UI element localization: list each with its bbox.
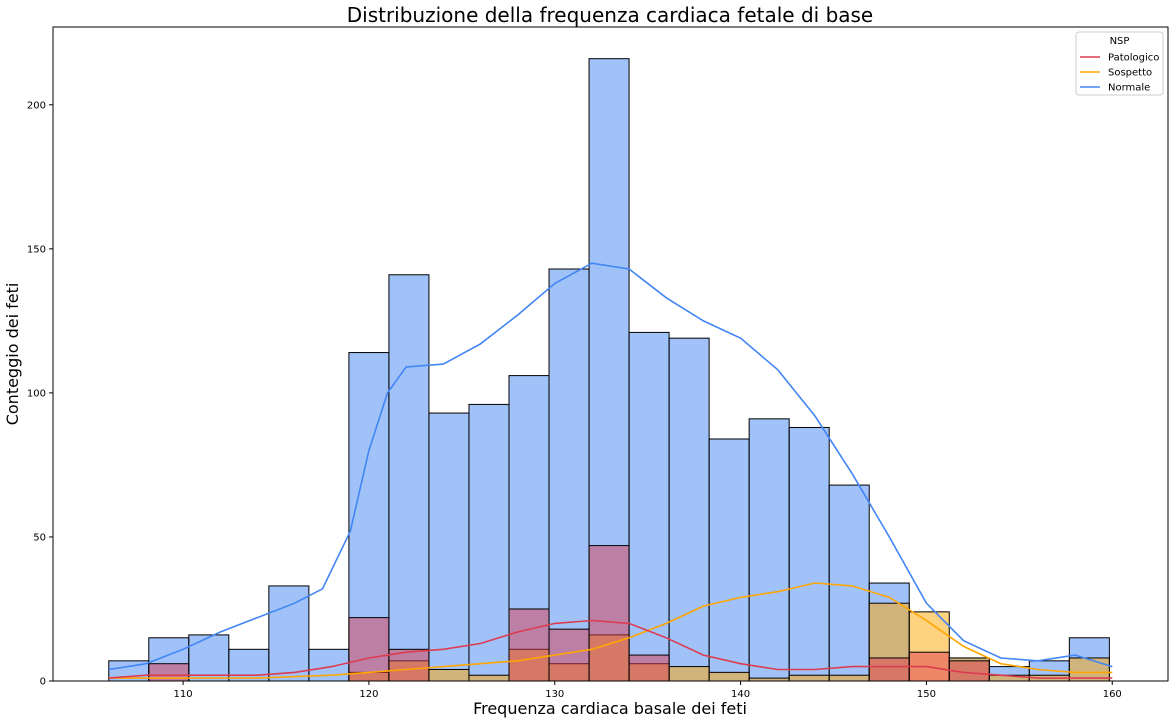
plot-area	[108, 58, 1113, 682]
bar-series-2-bin-10	[508, 608, 550, 682]
kde-line-series-2	[108, 619, 1113, 679]
y-tick-label-2: 100	[27, 388, 46, 399]
bar-series-0-bin-4	[268, 585, 310, 682]
bar-series-1-bin-14	[668, 666, 710, 682]
bar-series-1-bin-15	[708, 671, 750, 682]
bar-series-1-bin-8	[428, 668, 470, 682]
bar-series-0-bin-18	[828, 484, 870, 682]
legend-label-2: Normale	[1108, 83, 1150, 94]
bar-series-0-bin-2	[188, 634, 230, 682]
chart-title: Distribuzione della frequenza cardiaca f…	[347, 3, 874, 27]
axes: 110 120 130 140 150 160 0 50 100 150 200	[27, 26, 1169, 700]
bar-series-0-bin-15	[708, 438, 750, 682]
bar-series-0-bin-14	[668, 337, 710, 682]
bar-series-1-bin-18	[828, 674, 870, 682]
x-axis-label: Frequenza cardiaca basale dei feti	[473, 699, 747, 718]
bar-series-0-bin-13	[628, 331, 670, 682]
bar-series-0-bin-9	[468, 403, 510, 682]
bar-series-2-bin-13	[628, 654, 670, 682]
bar-series-0-bin-17	[788, 426, 830, 682]
kde-line-series-0	[108, 262, 1113, 671]
y-tick-label-3: 150	[27, 244, 46, 255]
bar-series-0-bin-16	[748, 418, 790, 682]
bar-series-1-bin-9	[468, 674, 510, 682]
x-tick-label-2: 130	[545, 689, 564, 700]
bar-series-0-bin-7	[388, 274, 430, 682]
x-tick-label-0: 110	[174, 689, 193, 700]
legend-label-1: Sospetto	[1108, 68, 1152, 79]
y-tick-label-4: 200	[27, 100, 46, 111]
y-axis-label: Conteggio dei feti	[3, 283, 22, 426]
x-tick-label-4: 150	[917, 689, 936, 700]
bar-series-0-bin-8	[428, 412, 470, 682]
legend-label-0: Patologico	[1108, 53, 1159, 64]
bar-series-1-bin-17	[788, 674, 830, 682]
legend-title: NSP	[1110, 36, 1130, 47]
bar-series-2-bin-19	[868, 657, 910, 682]
kde-line-series-1	[108, 582, 1113, 679]
bar-series-2-bin-6	[348, 617, 390, 682]
y-tick-label-1: 50	[33, 532, 46, 543]
bar-series-0-bin-3	[228, 648, 270, 682]
bar-series-0-bin-11	[548, 268, 590, 682]
x-tick-label-5: 160	[1103, 689, 1122, 700]
legend: NSP Patologico Sospetto Normale	[1075, 31, 1164, 96]
y-tick-label-0: 0	[40, 677, 46, 688]
x-tick-label-1: 120	[359, 689, 378, 700]
x-tick-label-3: 140	[731, 689, 750, 700]
bar-series-2-bin-12	[588, 545, 630, 682]
legend-box	[1075, 31, 1164, 96]
plot-frame	[52, 26, 1169, 682]
